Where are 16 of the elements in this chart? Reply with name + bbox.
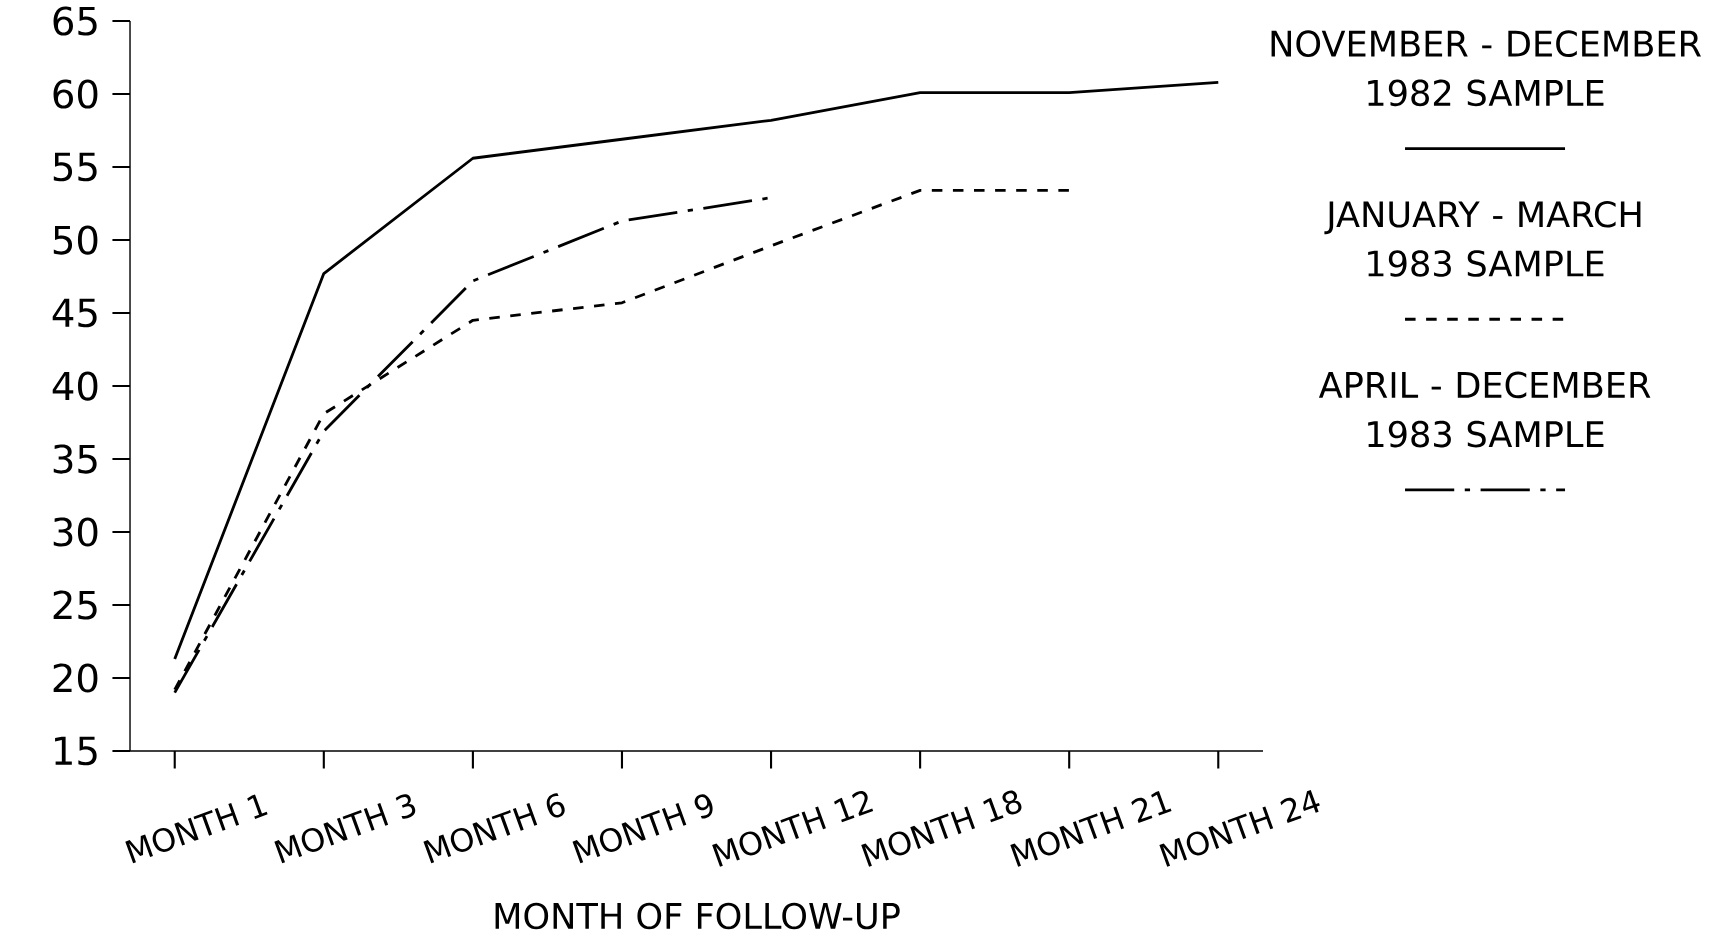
y-tick-label: 20 — [53, 663, 98, 693]
y-tick-label: 65 — [53, 6, 97, 36]
line-series — [173, 80, 1220, 661]
series-label: NOVEMBER - DECEMBER 1982 SAMPLE — [1271, 30, 1701, 107]
x-axis-title: MONTH OF FOLLOW-UP — [495, 902, 900, 930]
text: JANUARY - MARCH 1983 SAMPLE — [1324, 200, 1641, 277]
y-tick-label: 40 — [52, 371, 98, 401]
y-tick-label: 45 — [52, 298, 97, 328]
y-tick-label: 35 — [53, 444, 97, 474]
y-tick-label: 25 — [53, 590, 97, 620]
y-tick-label: 60 — [53, 79, 98, 109]
y-tick-label: 30 — [53, 517, 98, 547]
y-tick-label: 15 — [55, 736, 97, 766]
y-tick-label: 55 — [53, 152, 97, 182]
text: APRIL - DECEMBER 1983 SAMPLE — [1318, 371, 1651, 448]
y-tick-label: 50 — [53, 225, 98, 255]
